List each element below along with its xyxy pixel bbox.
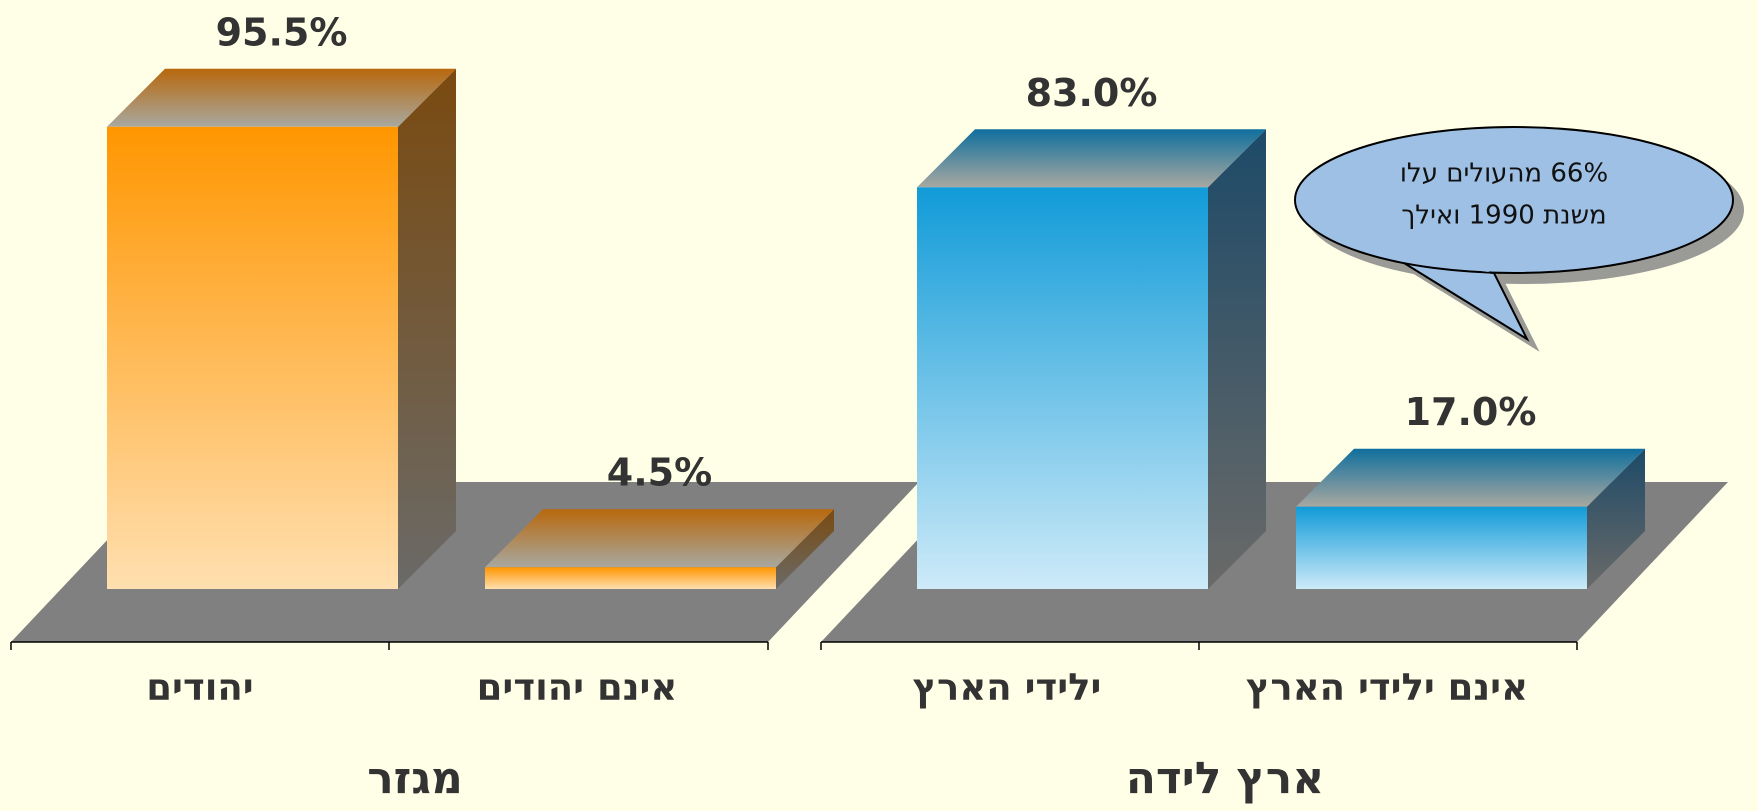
value-label: 83.0% — [1026, 71, 1158, 115]
bar-top — [107, 68, 456, 127]
callout — [1294, 126, 1734, 342]
value-label: 17.0% — [1405, 390, 1537, 434]
value-label: 4.5% — [607, 451, 712, 495]
bar — [485, 567, 776, 589]
callout-cover — [1408, 258, 1490, 272]
bar — [1296, 506, 1587, 589]
value-label: 95.5% — [216, 10, 348, 54]
bar-top — [1296, 448, 1645, 507]
category-label: אינם ילידי הארץ — [1246, 666, 1528, 709]
bar-side — [1208, 129, 1266, 589]
category-label: ילידי הארץ — [913, 666, 1102, 709]
bar-side — [398, 68, 456, 589]
bar-top — [917, 129, 1266, 188]
annotation: משנת 1990 ואילך — [1401, 201, 1606, 231]
category-label: יהודים — [146, 666, 253, 709]
annotation: 66% מהעולים עלו — [1400, 159, 1608, 189]
bar — [107, 126, 398, 589]
bar-side — [776, 509, 834, 589]
callout-ellipse — [1294, 126, 1734, 274]
group-title: מגזר — [367, 753, 463, 804]
bar-top — [485, 509, 834, 568]
group-title: ארץ לידה — [1126, 753, 1325, 804]
bar-side — [1587, 448, 1645, 589]
category-label: אינם יהודים — [477, 666, 678, 709]
bar — [917, 187, 1208, 589]
